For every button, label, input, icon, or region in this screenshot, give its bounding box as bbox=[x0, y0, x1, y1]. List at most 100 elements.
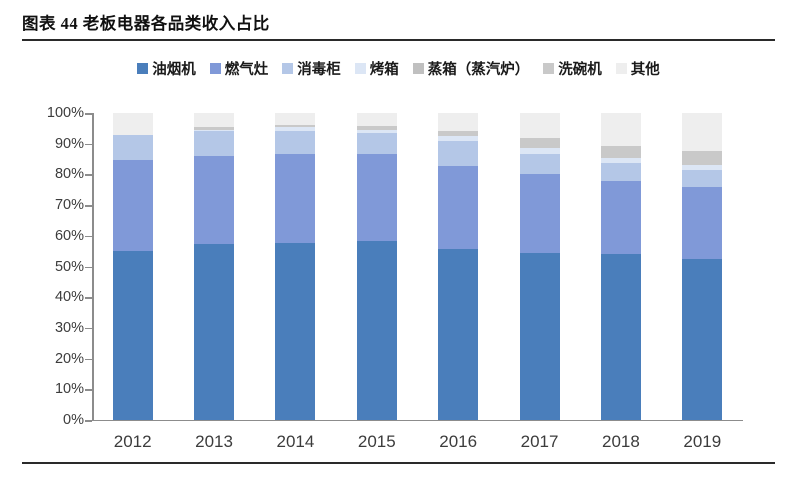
bar-segment[interactable] bbox=[356, 129, 397, 134]
y-axis-tick-mark bbox=[85, 143, 92, 146]
bar-segment[interactable] bbox=[682, 113, 723, 151]
bar-segment[interactable] bbox=[600, 158, 641, 164]
bar-segment[interactable] bbox=[438, 165, 479, 250]
bar-segment[interactable] bbox=[682, 164, 723, 170]
legend-item[interactable]: 洗碗机 bbox=[543, 58, 602, 79]
legend-item[interactable]: 燃气灶 bbox=[209, 58, 268, 79]
legend-item[interactable]: 烤箱 bbox=[354, 58, 399, 79]
bar-segment[interactable] bbox=[112, 134, 153, 160]
bar-stack bbox=[438, 113, 479, 420]
y-axis-tick-label: 10% bbox=[54, 381, 84, 398]
x-axis-tick-label: 2017 bbox=[520, 432, 559, 451]
bar-segment[interactable] bbox=[356, 153, 397, 242]
y-axis-tick-label: 60% bbox=[54, 227, 84, 244]
bar-segment[interactable] bbox=[112, 159, 153, 252]
bar-segment[interactable] bbox=[438, 249, 479, 420]
bar-segment[interactable] bbox=[356, 241, 397, 420]
legend-swatch-icon bbox=[354, 63, 366, 74]
bar-segment[interactable] bbox=[275, 124, 316, 128]
y-axis: 100% 90% 80% 70% 60% 50% 40% 30% 20% 10% 0% bbox=[30, 105, 84, 428]
chart-legend: 油烟机 燃气灶 消毒柜 烤箱 蒸箱（蒸汽炉） 洗碗机 其他 bbox=[0, 58, 797, 79]
bar-stack bbox=[194, 113, 235, 420]
y-axis-tick-mark bbox=[85, 205, 92, 207]
bar-segment[interactable] bbox=[356, 133, 397, 154]
bar-segment[interactable] bbox=[600, 145, 641, 159]
bar-segment[interactable] bbox=[356, 126, 397, 130]
page-title: 图表 44 老板电器各品类收入占比 bbox=[22, 14, 270, 33]
bar-segment[interactable] bbox=[194, 244, 235, 420]
bar-segment[interactable] bbox=[275, 153, 316, 243]
bar-segment[interactable] bbox=[438, 136, 479, 141]
y-axis-tick-mark bbox=[85, 235, 92, 238]
bar-group[interactable] bbox=[194, 113, 235, 420]
x-axis-tick-label: 2016 bbox=[439, 432, 478, 451]
y-axis-tick-mark bbox=[85, 266, 92, 268]
legend-item[interactable]: 油烟机 bbox=[137, 58, 196, 79]
y-axis-tick-mark bbox=[85, 174, 92, 176]
bar-segment[interactable] bbox=[600, 113, 641, 146]
bar-segment[interactable] bbox=[519, 113, 560, 138]
y-axis-tick-mark bbox=[85, 327, 92, 330]
y-axis-tick-label: 0% bbox=[63, 412, 84, 428]
legend-item-label: 消毒柜 bbox=[297, 62, 341, 78]
bar-group[interactable] bbox=[519, 113, 560, 420]
y-axis-tick-label: 80% bbox=[54, 166, 84, 183]
bar-group[interactable] bbox=[438, 113, 479, 420]
bar-segment[interactable] bbox=[519, 153, 560, 174]
bar-segment[interactable] bbox=[682, 150, 723, 165]
bar-segment[interactable] bbox=[112, 251, 153, 420]
y-axis-tick-label: 40% bbox=[54, 289, 84, 306]
y-axis-tick-mark bbox=[85, 420, 92, 422]
bar-group[interactable] bbox=[356, 113, 397, 420]
bar-segment[interactable] bbox=[600, 254, 641, 420]
legend-item[interactable]: 蒸箱（蒸汽炉） bbox=[412, 58, 530, 79]
bar-segment[interactable] bbox=[682, 169, 723, 187]
bar-segment[interactable] bbox=[519, 173, 560, 253]
title-divider bbox=[22, 39, 775, 41]
legend-swatch-icon bbox=[137, 63, 149, 74]
bar-segment[interactable] bbox=[194, 129, 235, 132]
bar-segment[interactable] bbox=[438, 131, 479, 137]
bar-stack bbox=[682, 113, 723, 420]
bar-segment[interactable] bbox=[682, 186, 723, 259]
bar-segment[interactable] bbox=[194, 127, 235, 130]
legend-swatch-icon bbox=[412, 63, 424, 74]
figure-title-block: 图表 44 老板电器各品类收入占比 bbox=[22, 10, 775, 41]
bar-segment[interactable] bbox=[356, 113, 397, 127]
bar-segment[interactable] bbox=[600, 163, 641, 182]
legend-item-label: 洗碗机 bbox=[558, 62, 602, 78]
bar-segment[interactable] bbox=[519, 148, 560, 154]
legend-swatch-icon bbox=[543, 63, 555, 74]
x-axis-tick-label: 2015 bbox=[357, 432, 396, 451]
bar-segment[interactable] bbox=[194, 131, 235, 156]
bar-segment[interactable] bbox=[682, 258, 723, 420]
y-axis-tick-mark bbox=[85, 358, 92, 361]
bar-segment[interactable] bbox=[194, 113, 235, 128]
bar-segment[interactable] bbox=[275, 242, 316, 420]
bar-segment[interactable] bbox=[194, 156, 235, 245]
bar-segment[interactable] bbox=[519, 253, 560, 420]
y-axis-tick-mark bbox=[85, 113, 92, 115]
x-axis-tick-label: 2014 bbox=[276, 432, 315, 451]
bar-segment[interactable] bbox=[112, 113, 153, 135]
bar-segment[interactable] bbox=[438, 140, 479, 166]
bar-segment[interactable] bbox=[275, 131, 316, 154]
y-axis-tick-label: 90% bbox=[54, 135, 84, 152]
bar-segment[interactable] bbox=[600, 181, 641, 255]
legend-swatch-icon bbox=[615, 63, 627, 74]
bar-segment[interactable] bbox=[275, 127, 316, 132]
bar-segment[interactable] bbox=[519, 137, 560, 149]
bar-group[interactable] bbox=[600, 113, 641, 420]
legend-item-label: 蒸箱（蒸汽炉） bbox=[427, 62, 530, 78]
y-axis-tick-label: 70% bbox=[54, 197, 84, 214]
bar-group[interactable] bbox=[682, 113, 723, 420]
bar-segment[interactable] bbox=[438, 113, 479, 132]
legend-item[interactable]: 其他 bbox=[615, 58, 660, 79]
footer-divider bbox=[22, 462, 775, 464]
bar-group[interactable] bbox=[275, 113, 316, 420]
bar-segment[interactable] bbox=[275, 113, 316, 125]
y-axis-tick-label: 50% bbox=[54, 258, 84, 275]
legend-item[interactable]: 消毒柜 bbox=[282, 58, 341, 79]
bar-group[interactable] bbox=[112, 113, 153, 420]
